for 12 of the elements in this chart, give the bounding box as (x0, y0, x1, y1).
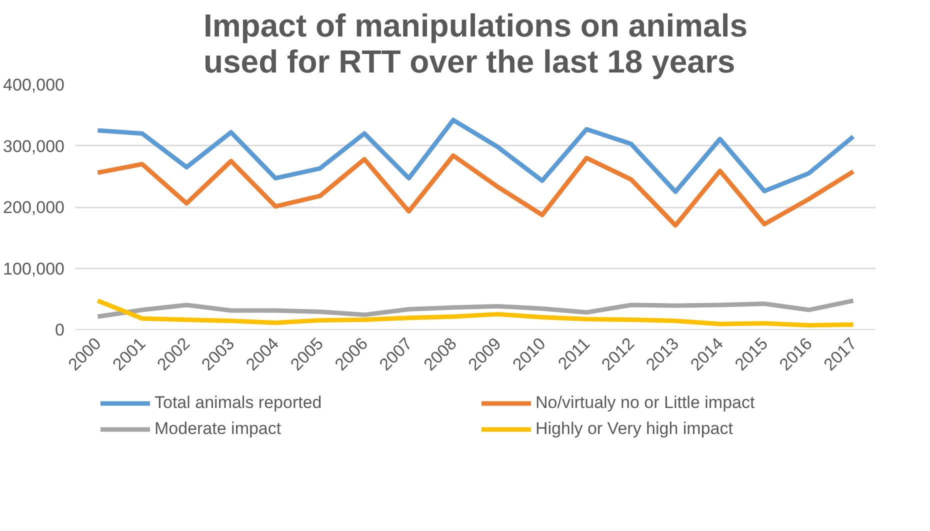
legend-label: Total animals reported (154, 392, 323, 412)
y-tick-label: 400,000 (3, 76, 64, 94)
line-series (95, 298, 856, 319)
chart-title: Impact of manipulations on animals used for RTT over the last 18 years (203, 8, 748, 80)
legend-label: Highly or Very high impact (536, 418, 734, 438)
y-tick-label: 100,000 (3, 259, 64, 278)
line-series (95, 153, 856, 228)
y-tick-label: 300,000 (3, 136, 64, 156)
legend-label: No/virtualy no or Little impact (536, 392, 756, 412)
legend-label: Moderate impact (154, 418, 282, 438)
y-tick-label: 200,000 (3, 198, 64, 217)
y-tick-label: 0 (55, 320, 65, 340)
